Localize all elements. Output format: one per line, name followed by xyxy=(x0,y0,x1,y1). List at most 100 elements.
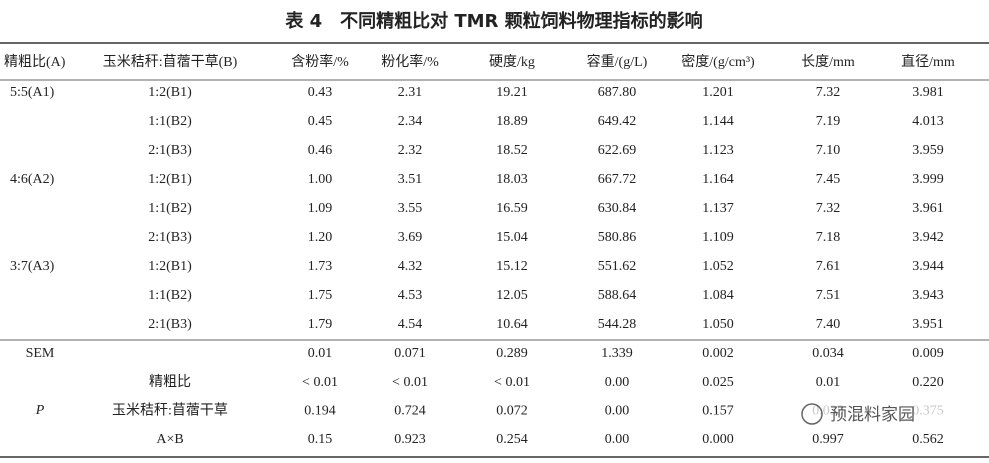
row-label: 玉米秸秆:苜蓿干草 xyxy=(112,402,228,419)
cell: 0.220 xyxy=(912,375,944,390)
cell: 7.32 xyxy=(816,85,841,100)
cell: 7.40 xyxy=(816,317,841,332)
cell: 12.05 xyxy=(496,288,528,303)
cell: < 0.01 xyxy=(494,375,530,390)
cell: 1.084 xyxy=(702,288,734,303)
cell: 0.071 xyxy=(394,346,426,361)
cell: 1.050 xyxy=(702,317,734,332)
cell: 7.45 xyxy=(816,172,841,187)
row-label: 2:1(B3) xyxy=(148,317,192,332)
cell: 0.01 xyxy=(308,346,333,361)
header-cell: 精粗比(A) xyxy=(4,54,66,70)
cell: 0.00 xyxy=(605,432,630,447)
cell: 3.55 xyxy=(398,201,423,216)
cell: 1.20 xyxy=(308,230,333,245)
cell: 19.21 xyxy=(496,85,528,100)
cell: 630.84 xyxy=(598,201,637,216)
group-label: 4:6(A2) xyxy=(10,172,55,187)
cell: 7.19 xyxy=(816,114,841,129)
watermark-bg xyxy=(792,398,964,430)
p-label: P xyxy=(35,403,45,418)
watermark: 预混料家园 xyxy=(830,405,915,425)
header-cell: 粉化率/% xyxy=(381,53,439,70)
cell: 0.15 xyxy=(308,432,333,447)
cell: 2.31 xyxy=(398,85,423,100)
cell: 4.32 xyxy=(398,259,423,274)
cell: 18.89 xyxy=(496,114,528,129)
row-label: A×B xyxy=(156,432,183,447)
cell: 1.73 xyxy=(308,259,333,274)
cell: 7.51 xyxy=(816,288,841,303)
header-cell: 密度/(g/cm³) xyxy=(681,53,755,70)
cell: 7.18 xyxy=(816,230,841,245)
cell: 0.43 xyxy=(308,85,333,100)
cell: 3.951 xyxy=(912,317,944,332)
cell: 1.137 xyxy=(702,201,734,216)
cell: 1.144 xyxy=(702,114,734,129)
cell: 2.34 xyxy=(398,114,423,129)
cell: 3.944 xyxy=(912,259,944,274)
cell: 3.961 xyxy=(912,201,944,216)
cell: 10.64 xyxy=(496,317,528,332)
cell: 1.052 xyxy=(702,259,734,274)
cell: 3.959 xyxy=(912,143,944,158)
cell: 687.80 xyxy=(598,85,637,100)
group-label: 3:7(A3) xyxy=(10,259,55,274)
cell: 3.981 xyxy=(912,85,944,100)
cell: 7.61 xyxy=(816,259,841,274)
cell: 2.32 xyxy=(398,143,423,158)
cell: 1.09 xyxy=(308,201,333,216)
cell: 7.32 xyxy=(816,201,841,216)
cell: 0.00 xyxy=(605,404,630,419)
header-cell: 玉米秸秆:苜蓿干草(B) xyxy=(103,53,238,70)
cell: 0.01 xyxy=(816,375,841,390)
cell: 0.562 xyxy=(912,432,944,447)
cell: 0.034 xyxy=(812,346,844,361)
row-label: 1:2(B1) xyxy=(148,172,192,187)
cell: 18.03 xyxy=(496,172,528,187)
cell: 0.194 xyxy=(304,404,336,419)
cell: 4.54 xyxy=(398,317,423,332)
cell: 0.289 xyxy=(496,346,528,361)
cell: 4.53 xyxy=(398,288,423,303)
header-cell: 直径/mm xyxy=(901,53,955,70)
cell: 1.339 xyxy=(601,346,633,361)
cell: 0.45 xyxy=(308,114,333,129)
cell: 580.86 xyxy=(598,230,637,245)
cell: 3.999 xyxy=(912,172,944,187)
cell: 15.04 xyxy=(496,230,528,245)
row-label: 1:2(B1) xyxy=(148,85,192,100)
table-title: 表 4 不同精粗比对 TMR 颗粒饲料物理指标的影响 xyxy=(285,10,702,32)
cell: 7.10 xyxy=(816,143,841,158)
cell: < 0.01 xyxy=(302,375,338,390)
cell: 1.109 xyxy=(702,230,734,245)
cell: 588.64 xyxy=(598,288,637,303)
header-cell: 长度/mm xyxy=(801,54,855,70)
cell: 0.254 xyxy=(496,432,528,447)
cell: 16.59 xyxy=(496,201,528,216)
cell: 0.923 xyxy=(394,432,426,447)
cell: 0.46 xyxy=(308,143,333,158)
cell: 4.013 xyxy=(912,114,944,129)
row-label: 1:1(B2) xyxy=(148,288,192,303)
cell: 1.00 xyxy=(308,172,333,187)
cell: < 0.01 xyxy=(392,375,428,390)
row-label: 1:2(B1) xyxy=(148,259,192,274)
row-label: 2:1(B3) xyxy=(148,230,192,245)
cell: 0.009 xyxy=(912,346,944,361)
row-label: 精粗比 xyxy=(149,374,191,390)
cell: 3.943 xyxy=(912,288,944,303)
row-label: 1:1(B2) xyxy=(148,201,192,216)
cell: 551.62 xyxy=(598,259,637,274)
group-label: 5:5(A1) xyxy=(10,85,55,100)
cell: 3.942 xyxy=(912,230,944,245)
cell: 1.123 xyxy=(702,143,734,158)
cell: 3.51 xyxy=(398,172,423,187)
cell: 0.00 xyxy=(605,375,630,390)
cell: 622.69 xyxy=(598,143,637,158)
cell: 1.201 xyxy=(702,85,734,100)
cell: 0.157 xyxy=(702,404,734,419)
row-label: 2:1(B3) xyxy=(148,143,192,158)
cell: 1.75 xyxy=(308,288,333,303)
